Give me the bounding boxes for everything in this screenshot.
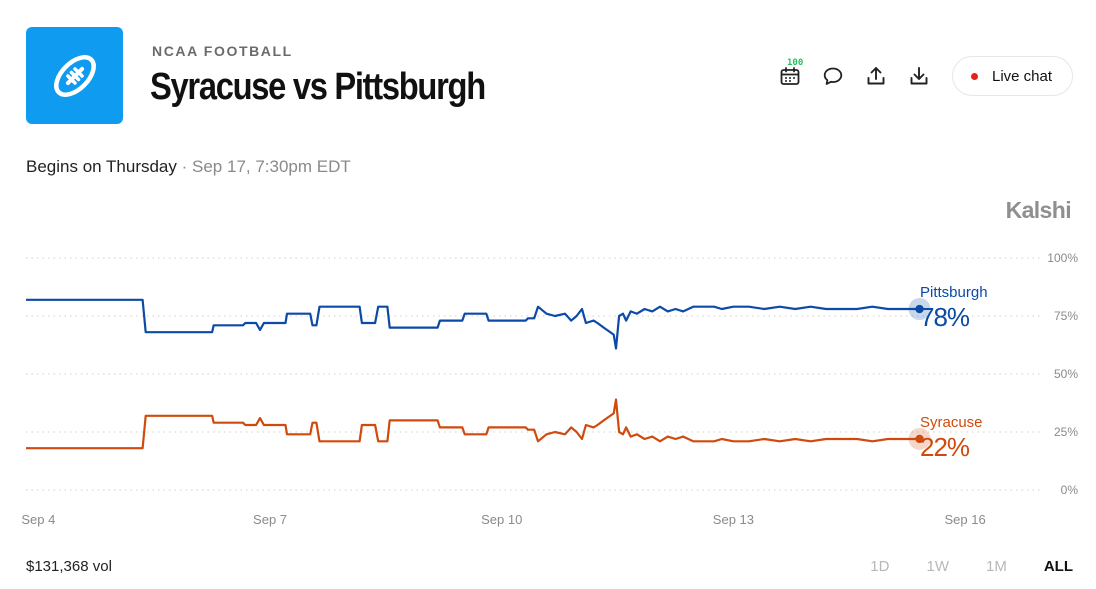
comments-button[interactable]	[815, 58, 851, 94]
download-icon	[910, 67, 928, 85]
y-tick-label: 25%	[1054, 425, 1078, 439]
toolbar: 100 Live chat	[772, 56, 1074, 96]
x-tick-label: Sep 10	[481, 512, 522, 527]
live-chat-label: Live chat	[992, 67, 1053, 85]
comment-icon	[823, 67, 843, 85]
brand-wordmark: Kalshi	[1005, 197, 1072, 223]
calendar-button[interactable]: 100	[772, 58, 808, 94]
range-1d[interactable]: 1D	[870, 558, 890, 575]
y-tick-label: 75%	[1054, 309, 1078, 323]
series-value-label: 22%	[920, 432, 970, 462]
share-button[interactable]	[858, 58, 894, 94]
calendar-icon	[780, 67, 800, 85]
schedule-prefix: Begins on Thursday	[26, 157, 177, 176]
series-name-label: Syracuse	[920, 414, 983, 431]
x-tick-label: Sep 13	[713, 512, 754, 527]
x-tick-label: Sep 7	[253, 512, 287, 527]
football-icon	[53, 54, 96, 97]
live-indicator-icon	[971, 72, 978, 80]
series-value-label: 78%	[920, 302, 970, 332]
download-button[interactable]	[901, 58, 937, 94]
series-endpoint-dot	[915, 304, 924, 314]
series-line-pittsburgh	[26, 298, 920, 350]
series-name-label: Pittsburgh	[920, 284, 988, 301]
schedule-datetime: Sep 17, 7:30pm EDT	[192, 157, 351, 176]
live-chat-button[interactable]: Live chat	[952, 56, 1074, 96]
range-selector: 1D 1W 1M ALL	[833, 558, 1073, 575]
y-tick-label: 100%	[1047, 251, 1078, 265]
share-icon	[867, 67, 885, 85]
range-1m[interactable]: 1M	[985, 558, 1007, 575]
schedule-separator: ·	[176, 157, 193, 176]
volume-text: $131,368 vol	[26, 558, 112, 575]
y-tick-label: 50%	[1054, 367, 1078, 381]
x-tick-label: Sep 16	[944, 512, 985, 527]
schedule-line: Begins on Thursday · Sep 17, 7:30pm EDT	[26, 157, 351, 177]
y-tick-label: 0%	[1061, 483, 1079, 497]
page-title: Syracuse vs Pittsburgh	[150, 66, 486, 108]
range-1w[interactable]: 1W	[926, 558, 949, 575]
price-chart: 100% 75% 50% 25% 0% Sep 4 Sep 7 Sep 10 Sep 13 Sep…	[21, 251, 1079, 527]
ncaa-football-logo	[26, 27, 123, 124]
market-category: NCAA FOOTBALL	[152, 43, 293, 59]
range-all[interactable]: ALL	[1043, 558, 1073, 575]
series-endpoint-dot	[915, 434, 924, 444]
x-tick-label: Sep 4	[21, 512, 55, 527]
series-line-syracuse	[26, 398, 920, 450]
calendar-badge: 100	[787, 58, 804, 68]
